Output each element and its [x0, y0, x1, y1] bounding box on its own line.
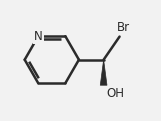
Polygon shape [100, 60, 107, 85]
Text: Br: Br [117, 21, 130, 34]
Text: N: N [34, 30, 43, 43]
Text: OH: OH [106, 87, 124, 100]
